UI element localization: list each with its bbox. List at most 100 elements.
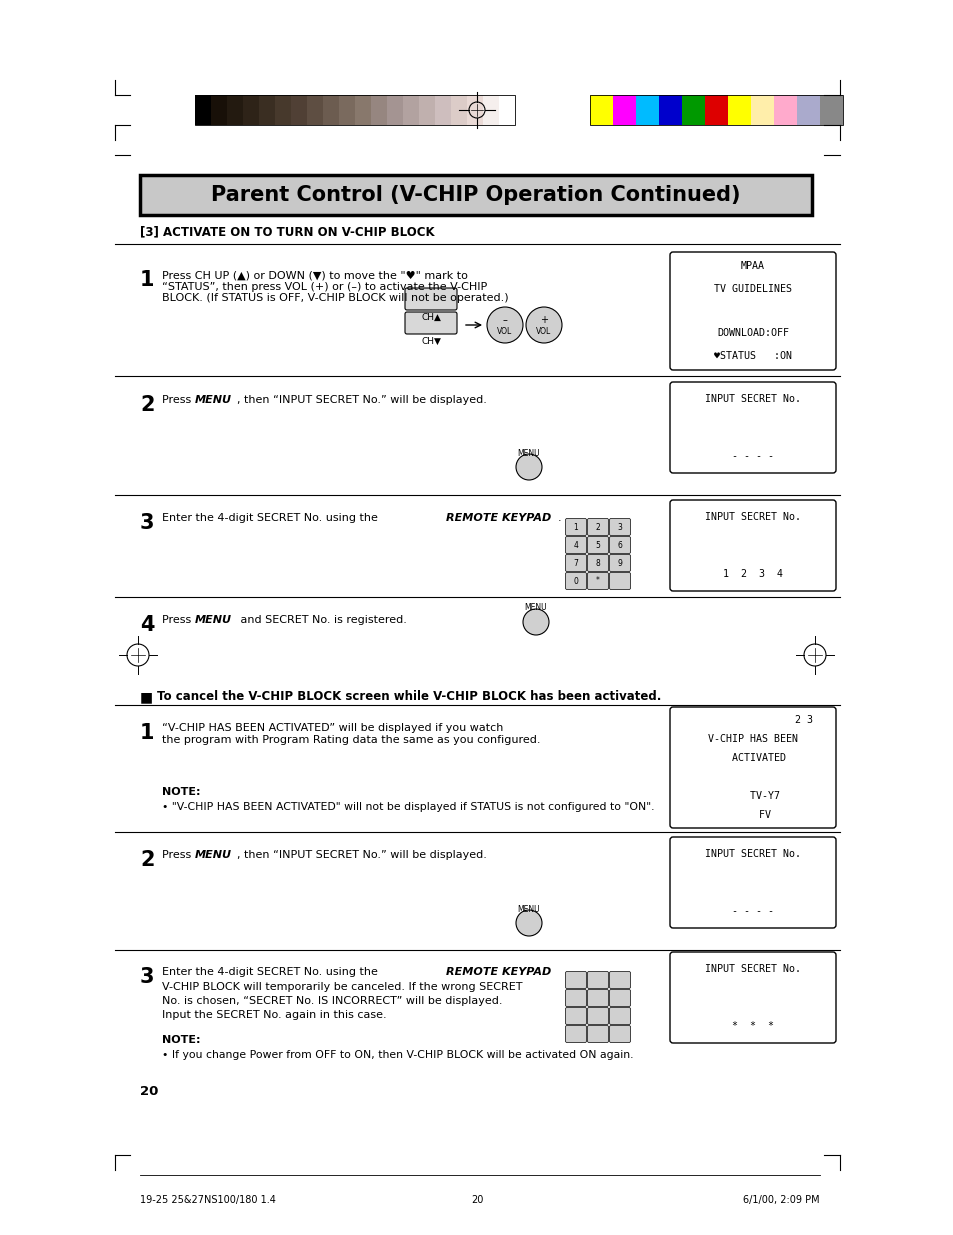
- Text: 3: 3: [140, 967, 154, 987]
- Text: Enter the 4-digit SECRET No. using the: Enter the 4-digit SECRET No. using the: [162, 513, 381, 522]
- Bar: [371, 95, 387, 125]
- Text: REMOTE KEYPAD: REMOTE KEYPAD: [446, 513, 551, 522]
- Bar: [387, 95, 402, 125]
- FancyBboxPatch shape: [565, 555, 586, 572]
- Bar: [243, 95, 258, 125]
- Text: NOTE:: NOTE:: [162, 1035, 200, 1045]
- Text: ACTIVATED: ACTIVATED: [720, 753, 785, 763]
- FancyBboxPatch shape: [609, 536, 630, 553]
- Bar: [227, 95, 243, 125]
- Text: Press: Press: [162, 850, 194, 860]
- Text: MPAA: MPAA: [740, 261, 764, 272]
- FancyBboxPatch shape: [669, 382, 835, 473]
- Bar: [467, 95, 482, 125]
- Text: 2: 2: [140, 850, 154, 869]
- Text: MENU: MENU: [194, 615, 232, 625]
- Text: 9: 9: [617, 558, 621, 568]
- Text: 7: 7: [573, 558, 578, 568]
- Bar: [435, 95, 451, 125]
- Bar: [402, 95, 418, 125]
- FancyBboxPatch shape: [587, 519, 608, 536]
- Bar: [291, 95, 307, 125]
- FancyBboxPatch shape: [587, 573, 608, 589]
- Text: Press ​CH UP (▲) or DOWN (▼) to move the "♥" mark to
“STATUS”, then press VOL (+: Press ​CH UP (▲) or DOWN (▼) to move the…: [162, 270, 508, 304]
- Circle shape: [516, 454, 541, 480]
- Text: 2: 2: [140, 395, 154, 415]
- Text: INPUT SECRET No.: INPUT SECRET No.: [704, 965, 801, 974]
- FancyBboxPatch shape: [405, 312, 456, 333]
- Circle shape: [522, 609, 548, 635]
- Text: • "V-CHIP HAS BEEN ACTIVATED" will not be displayed if STATUS is not configured : • "V-CHIP HAS BEEN ACTIVATED" will not b…: [162, 802, 654, 811]
- Bar: [451, 95, 467, 125]
- Text: MENU: MENU: [194, 850, 232, 860]
- Text: NOTE:: NOTE:: [162, 787, 200, 797]
- Bar: [681, 95, 704, 125]
- FancyBboxPatch shape: [609, 1025, 630, 1042]
- Bar: [355, 95, 371, 125]
- Text: “V-CHIP HAS BEEN ACTIVATED” will be displayed if you watch
the program with Prog: “V-CHIP HAS BEEN ACTIVATED” will be disp…: [162, 722, 540, 745]
- FancyBboxPatch shape: [587, 1008, 608, 1025]
- Bar: [274, 95, 291, 125]
- Text: INPUT SECRET No.: INPUT SECRET No.: [704, 513, 801, 522]
- Text: 0: 0: [573, 577, 578, 585]
- Text: 4: 4: [140, 615, 154, 635]
- Text: - - - -: - - - -: [731, 905, 773, 916]
- Bar: [820, 95, 842, 125]
- FancyBboxPatch shape: [669, 952, 835, 1044]
- Bar: [704, 95, 727, 125]
- Text: 5: 5: [595, 541, 599, 550]
- Text: DOWNLOAD:OFF: DOWNLOAD:OFF: [717, 329, 788, 338]
- FancyBboxPatch shape: [587, 1025, 608, 1042]
- Text: Parent Control (V-CHIP Operation Continued): Parent Control (V-CHIP Operation Continu…: [211, 185, 740, 205]
- Bar: [727, 95, 750, 125]
- Text: *: *: [596, 577, 599, 585]
- Bar: [418, 95, 435, 125]
- Text: ■: ■: [140, 690, 153, 704]
- Text: 6: 6: [617, 541, 621, 550]
- Text: 6/1/00, 2:09 PM: 6/1/00, 2:09 PM: [742, 1195, 820, 1205]
- Bar: [323, 95, 338, 125]
- FancyBboxPatch shape: [587, 555, 608, 572]
- FancyBboxPatch shape: [587, 972, 608, 988]
- Text: MENU: MENU: [194, 395, 232, 405]
- FancyBboxPatch shape: [669, 500, 835, 592]
- FancyBboxPatch shape: [609, 555, 630, 572]
- Bar: [589, 95, 613, 125]
- Text: VOL: VOL: [497, 327, 512, 336]
- Text: 1: 1: [140, 270, 154, 290]
- FancyBboxPatch shape: [669, 837, 835, 927]
- Bar: [796, 95, 820, 125]
- FancyBboxPatch shape: [669, 706, 835, 827]
- Text: CH▼: CH▼: [420, 336, 440, 346]
- Bar: [482, 95, 498, 125]
- FancyBboxPatch shape: [609, 972, 630, 988]
- Text: Press: Press: [162, 395, 194, 405]
- Text: 2 3: 2 3: [692, 715, 812, 725]
- Bar: [613, 95, 636, 125]
- Text: 2: 2: [595, 522, 599, 531]
- FancyBboxPatch shape: [565, 1008, 586, 1025]
- Text: No. is chosen, “SECRET No. IS INCORRECT” will be displayed.: No. is chosen, “SECRET No. IS INCORRECT”…: [162, 995, 502, 1007]
- FancyBboxPatch shape: [405, 288, 456, 310]
- Text: 20: 20: [471, 1195, 482, 1205]
- Text: V-CHIP HAS BEEN: V-CHIP HAS BEEN: [707, 734, 797, 743]
- FancyBboxPatch shape: [587, 536, 608, 553]
- FancyBboxPatch shape: [609, 519, 630, 536]
- Text: 1: 1: [573, 522, 578, 531]
- Text: Press: Press: [162, 615, 194, 625]
- Bar: [194, 95, 211, 125]
- Text: [3] ACTIVATE ON TO TURN ON V-CHIP BLOCK: [3] ACTIVATE ON TO TURN ON V-CHIP BLOCK: [140, 226, 435, 238]
- Text: and SECRET No. is registered.: and SECRET No. is registered.: [236, 615, 406, 625]
- Text: 19-25 25&27NS100/180 1.4: 19-25 25&27NS100/180 1.4: [140, 1195, 275, 1205]
- Bar: [307, 95, 323, 125]
- Text: To cancel the V-CHIP BLOCK screen while V-CHIP BLOCK has been activated.: To cancel the V-CHIP BLOCK screen while …: [157, 690, 660, 703]
- FancyBboxPatch shape: [565, 573, 586, 589]
- Text: *  *  *: * * *: [731, 1021, 773, 1031]
- Text: 1  2  3  4: 1 2 3 4: [722, 569, 782, 579]
- Text: REMOTE KEYPAD: REMOTE KEYPAD: [446, 967, 551, 977]
- Text: , then “INPUT SECRET No.” will be displayed.: , then “INPUT SECRET No.” will be displa…: [236, 395, 486, 405]
- Text: 8: 8: [595, 558, 599, 568]
- Bar: [498, 95, 515, 125]
- Text: 3: 3: [140, 513, 154, 534]
- Text: Enter the 4-digit SECRET No. using the: Enter the 4-digit SECRET No. using the: [162, 967, 381, 977]
